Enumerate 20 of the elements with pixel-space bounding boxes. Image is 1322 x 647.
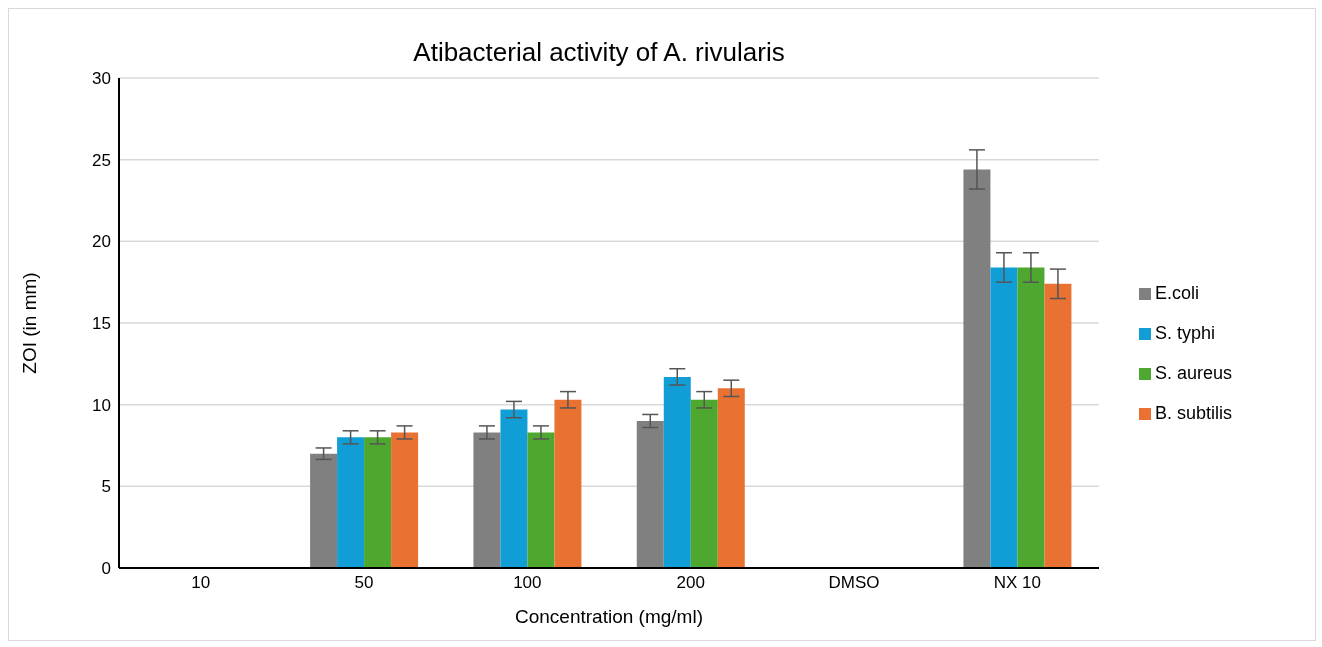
y-tick-label: 20 (92, 232, 111, 252)
x-tick-label: 50 (354, 573, 374, 593)
legend-label: E.coli (1155, 283, 1200, 303)
y-tick-label: 30 (92, 69, 111, 89)
y-tick-label: 25 (92, 150, 111, 170)
y-tick-label: 0 (101, 559, 111, 579)
x-tick-label: DMSO (828, 573, 880, 593)
y-axis-title: ZOI (in mm) (18, 272, 40, 374)
y-tick-label: 10 (92, 395, 111, 415)
x-axis-title: Concentration (mg/ml) (515, 606, 703, 627)
legend-label: S. aureus (1155, 363, 1233, 383)
x-tick-label: 200 (676, 573, 705, 593)
x-tick-label: 100 (513, 573, 542, 593)
chart-title: Atibacterial activity of A. rivularis (412, 36, 786, 68)
x-tick-label: 10 (191, 573, 211, 593)
y-tick-label: 5 (101, 477, 111, 497)
y-tick-label: 15 (92, 314, 111, 334)
x-tick-label: NX 10 (993, 573, 1041, 593)
legend-label: S. typhi (1155, 323, 1216, 343)
legend-label: B. subtilis (1155, 403, 1233, 423)
